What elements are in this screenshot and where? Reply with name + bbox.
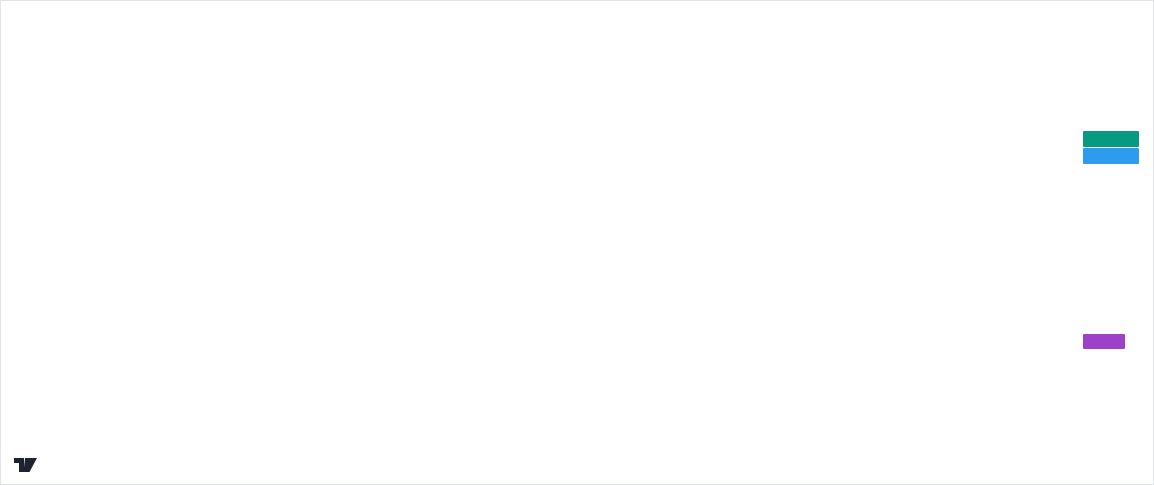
ema-price-badge bbox=[1083, 148, 1139, 164]
symbol-legend[interactable] bbox=[15, 10, 68, 24]
last-price-badge bbox=[1083, 131, 1139, 147]
tradingview-logo-icon bbox=[14, 458, 37, 472]
rsi-legend[interactable] bbox=[15, 292, 24, 306]
ema-legend[interactable] bbox=[15, 29, 24, 43]
chart-canvas[interactable] bbox=[1, 1, 1154, 453]
tradingview-logo[interactable] bbox=[14, 456, 44, 475]
rsi-value-badge bbox=[1083, 334, 1125, 349]
